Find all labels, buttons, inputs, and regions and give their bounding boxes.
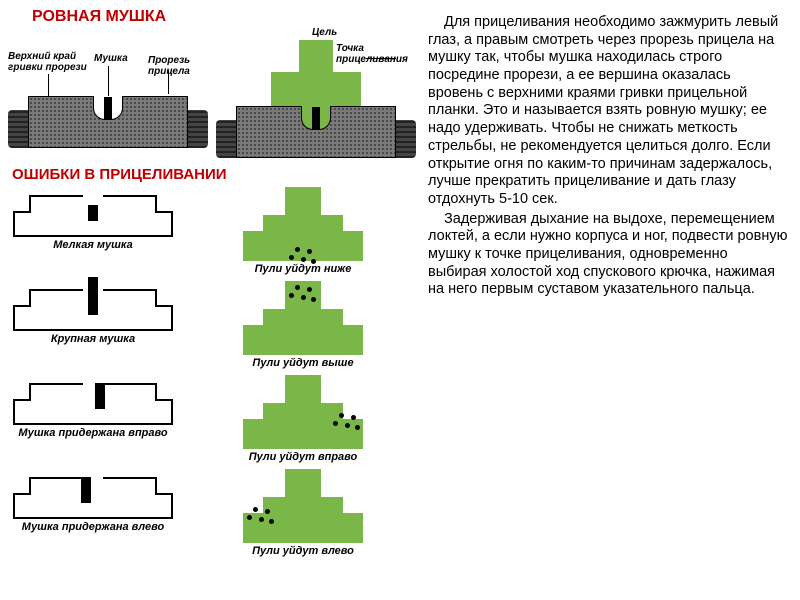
label-grivka: Верхний край гривки прорези	[8, 52, 88, 73]
bullet-group	[285, 245, 321, 269]
bullet-group	[329, 411, 365, 435]
instruction-text: Для прицеливания необходимо зажмурить ле…	[428, 14, 788, 299]
pointer-line	[48, 74, 49, 96]
mini-sight-shape	[13, 375, 173, 425]
paragraph: Для прицеливания необходимо зажмурить ле…	[428, 14, 788, 209]
bullet-group	[285, 283, 321, 307]
label-prorez: Прорезь прицела	[148, 56, 198, 77]
rear-sight-shape	[216, 106, 416, 158]
left-column: РОВНАЯ МУШКА Верхний край гривки прорези…	[0, 0, 420, 600]
error-sight: Мушка придержана влево	[8, 469, 178, 533]
error-row: Мушка придержана влево Пули уйдут влево	[8, 469, 416, 557]
error-row: Мелкая мушка Пули уйдут ниже	[8, 187, 416, 275]
mini-target-shape	[243, 375, 363, 449]
error-rows: Мелкая мушкаПули уйдут нижеКрупная мушка…	[8, 187, 416, 557]
pointer-line	[108, 66, 109, 96]
error-sight-caption: Мелкая мушка	[8, 239, 178, 251]
pointer-line	[168, 70, 169, 94]
mini-target-shape	[243, 469, 363, 543]
mini-target-shape	[243, 187, 363, 261]
diagram-sight-on-target: Цель Точка прицеливания	[216, 30, 416, 160]
heading-errors: ОШИБКИ В ПРИЦЕЛИВАНИИ	[12, 166, 416, 183]
error-sight: Мушка придержана вправо	[8, 375, 178, 439]
mini-sight-shape	[13, 187, 173, 237]
mini-sight-shape	[13, 281, 173, 331]
top-diagrams: Верхний край гривки прорези Мушка Прорез…	[8, 30, 416, 160]
error-target: Пули уйдут ниже	[208, 187, 398, 275]
error-target: Пули уйдут влево	[208, 469, 398, 557]
label-tsel: Цель	[312, 28, 337, 39]
paragraph: Задерживая дыхание на выдохе, перемещени…	[428, 211, 788, 299]
label-mushka: Мушка	[94, 54, 128, 65]
error-sight-caption: Крупная мушка	[8, 333, 178, 345]
bullet-group	[243, 505, 279, 529]
mini-sight-shape	[13, 469, 173, 519]
error-sight-caption: Мушка придержана вправо	[8, 427, 178, 439]
heading-correct-sight: РОВНАЯ МУШКА	[32, 8, 416, 26]
error-target-caption: Пули уйдут вправо	[208, 451, 398, 463]
error-target-caption: Пули уйдут выше	[208, 357, 398, 369]
error-target-caption: Пули уйдут влево	[208, 545, 398, 557]
error-sight: Мелкая мушка	[8, 187, 178, 251]
pointer-line	[366, 58, 396, 59]
right-column: Для прицеливания необходимо зажмурить ле…	[420, 0, 800, 600]
error-sight-caption: Мушка придержана влево	[8, 521, 178, 533]
rear-sight-shape	[8, 96, 208, 148]
diagram-correct-sight: Верхний край гривки прорези Мушка Прорез…	[8, 30, 208, 160]
error-sight: Крупная мушка	[8, 281, 178, 345]
error-row: Крупная мушка Пули уйдут выше	[8, 281, 416, 369]
error-target: Пули уйдут выше	[208, 281, 398, 369]
mini-target-shape	[243, 281, 363, 355]
error-row: Мушка придержана вправо Пули уйдут вправо	[8, 375, 416, 463]
error-target: Пули уйдут вправо	[208, 375, 398, 463]
